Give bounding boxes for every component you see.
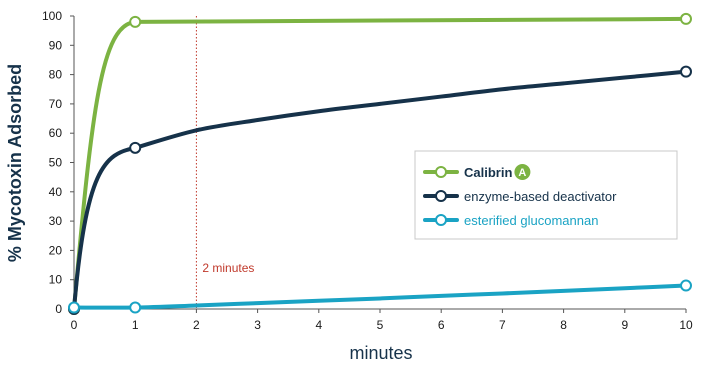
series-marker-calibrin: [680, 12, 692, 25]
series-marker-esterified-glucomannan: [68, 301, 80, 314]
series-marker-enzyme-based-deactivator: [680, 65, 692, 78]
y-tick-label: 50: [49, 156, 63, 170]
x-tick-label: 3: [254, 318, 261, 332]
series-line-esterified-glucomannan: [72, 283, 688, 310]
x-tick-label: 7: [499, 318, 506, 332]
y-axis-label: % Mycotoxin Adsorbed: [5, 64, 25, 262]
series-marker-esterified-glucomannan: [680, 279, 692, 292]
legend-label-calibrin: Calibrin: [464, 165, 512, 180]
y-tick-label: 70: [49, 97, 63, 111]
legend-label-esterified-glucomannan: esterified glucomannan: [464, 213, 598, 228]
legend-marker-enzyme-based-deactivator: [435, 190, 447, 202]
legend-marker-esterified-glucomannan: [435, 214, 447, 226]
series-marker-enzyme-based-deactivator: [129, 141, 142, 154]
y-tick-label: 40: [49, 185, 63, 199]
series-marker-esterified-glucomannan: [129, 301, 142, 314]
y-tick-label: 100: [42, 9, 62, 23]
x-tick-label: 2: [193, 318, 200, 332]
series-markers: [68, 12, 692, 315]
x-tick-label: 0: [71, 318, 78, 332]
x-tick-label: 1: [132, 318, 139, 332]
series-line-calibrin: [72, 16, 688, 311]
x-tick-label: 6: [438, 318, 445, 332]
x-tick-label: 10: [679, 318, 693, 332]
legend-badge: [514, 164, 531, 180]
legend-badge-letter: A: [518, 167, 526, 179]
x-tick-label: 8: [560, 318, 567, 332]
series-marker-calibrin: [129, 15, 142, 28]
y-tick-label: 60: [49, 126, 63, 140]
annotation: 2 minutes: [195, 16, 254, 309]
x-tick-label: 5: [377, 318, 384, 332]
y-tick-label: 30: [49, 214, 63, 228]
y-tick-label: 20: [49, 243, 63, 257]
x-tick-label: 9: [621, 318, 628, 332]
x-tick-label: 4: [315, 318, 322, 332]
legend-marker-calibrin: [435, 166, 447, 178]
y-tick-label: 10: [49, 273, 63, 287]
x-axis-label: minutes: [349, 343, 412, 363]
legend-label-enzyme-based-deactivator: enzyme-based deactivator: [464, 189, 617, 204]
y-tick-label: 80: [49, 68, 63, 82]
y-tick-label: 90: [49, 38, 63, 52]
y-tick-label: 0: [55, 302, 62, 316]
annotation-label: 2 minutes: [202, 261, 254, 275]
